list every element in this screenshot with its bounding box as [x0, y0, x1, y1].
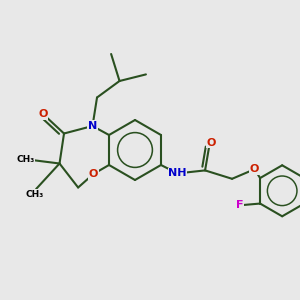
Text: NH: NH	[168, 168, 187, 178]
Text: O: O	[89, 169, 98, 179]
Text: O: O	[250, 164, 259, 174]
Text: N: N	[88, 121, 97, 131]
Text: CH₃: CH₃	[26, 190, 44, 199]
Text: CH₃: CH₃	[16, 154, 35, 164]
Text: O: O	[38, 109, 48, 119]
Text: O: O	[206, 137, 216, 148]
Text: F: F	[236, 200, 243, 210]
